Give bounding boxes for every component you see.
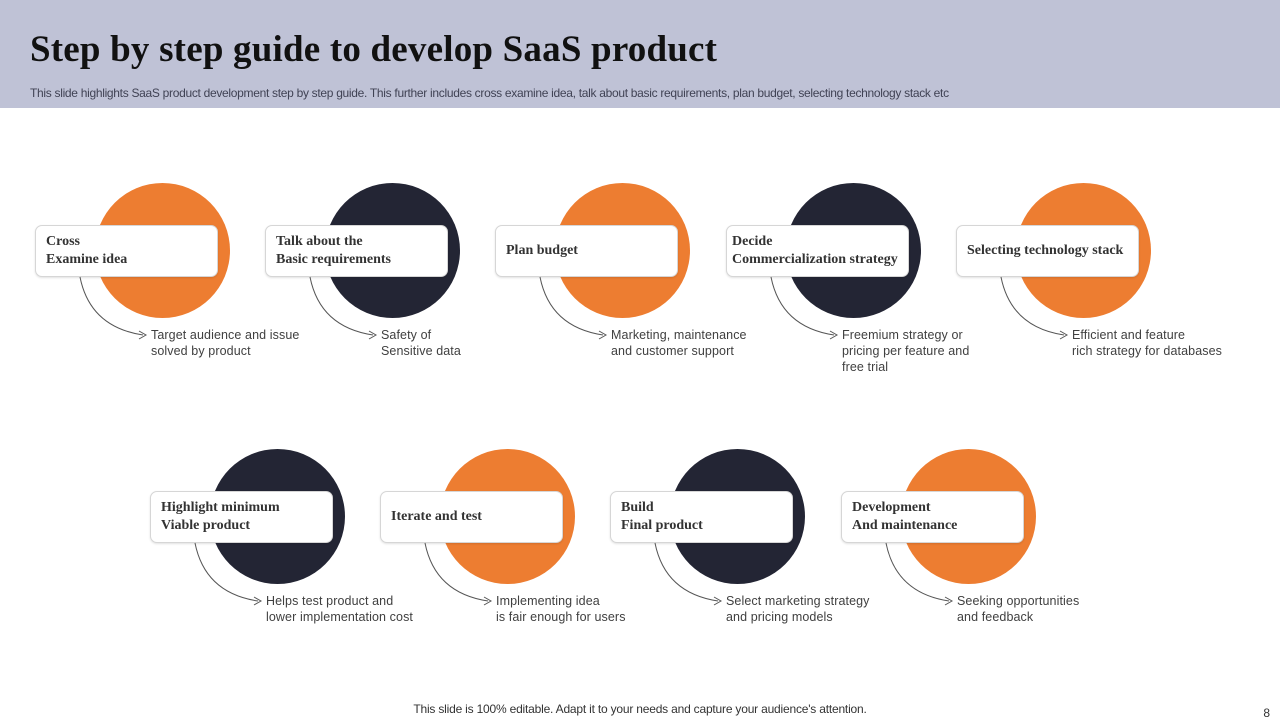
step-2: Talk about the Basic requirements Safety… xyxy=(265,183,485,383)
step-box: Development And maintenance xyxy=(841,491,1024,543)
curved-arrow-icon xyxy=(79,276,148,340)
step-description: Target audience and issue solved by prod… xyxy=(151,328,300,358)
step-description: Marketing, maintenance and customer supp… xyxy=(611,328,747,358)
step-label: Highlight minimum Viable product xyxy=(161,500,280,533)
step-label: Decide Commercialization strategy xyxy=(732,234,898,267)
step-4: Decide Commercialization strategy Freemi… xyxy=(726,183,969,383)
step-box: Selecting technology stack xyxy=(956,225,1139,277)
curved-arrow-icon xyxy=(194,542,263,606)
step-8: Build Final product Select marketing str… xyxy=(610,449,869,649)
curved-arrow-icon xyxy=(770,276,839,340)
page-number: 8 xyxy=(1263,706,1270,720)
slide-header: Step by step guide to develop SaaS produ… xyxy=(0,0,1280,108)
slide-title: Step by step guide to develop SaaS produ… xyxy=(30,29,718,70)
step-description: Helps test product and lower implementat… xyxy=(266,594,414,624)
step-7: Iterate and test Implementing idea is fa… xyxy=(380,449,625,649)
curved-arrow-icon xyxy=(309,276,378,340)
curved-arrow-icon xyxy=(539,276,608,340)
step-6: Highlight minimum Viable product Helps t… xyxy=(150,449,413,649)
step-description: Implementing idea is fair enough for use… xyxy=(496,594,626,624)
step-3: Plan budget Marketing, maintenance and c… xyxy=(495,183,747,383)
curved-arrow-icon xyxy=(654,542,723,606)
curved-arrow-icon xyxy=(885,542,954,606)
step-box: Iterate and test xyxy=(380,491,563,543)
step-description: Efficient and feature rich strategy for … xyxy=(1072,328,1222,358)
curved-arrow-icon xyxy=(1000,276,1069,340)
step-description: Seeking opportunities and feedback xyxy=(957,594,1080,624)
step-label: Build Final product xyxy=(621,500,703,533)
step-box: Build Final product xyxy=(610,491,793,543)
step-box: Talk about the Basic requirements xyxy=(265,225,448,277)
step-box: Cross Examine idea xyxy=(35,225,218,277)
step-label: Talk about the Basic requirements xyxy=(276,234,391,267)
step-label: Cross Examine idea xyxy=(46,234,128,267)
step-label: Development And maintenance xyxy=(852,500,958,533)
step-5: Selecting technology stack Efficient and… xyxy=(956,183,1222,383)
step-box: Plan budget xyxy=(495,225,678,277)
step-label: Selecting technology stack xyxy=(967,243,1124,258)
step-description: Select marketing strategy and pricing mo… xyxy=(726,594,870,624)
step-description: Safety of Sensitive data xyxy=(381,328,461,358)
slide-subtitle: This slide highlights SaaS product devel… xyxy=(30,86,949,100)
step-label: Plan budget xyxy=(506,243,578,258)
step-1: Cross Examine idea Target audience and i… xyxy=(35,183,299,383)
curved-arrow-icon xyxy=(424,542,493,606)
step-box: Decide Commercialization strategy xyxy=(726,225,909,277)
step-box: Highlight minimum Viable product xyxy=(150,491,333,543)
slide-footer: This slide is 100% editable. Adapt it to… xyxy=(413,702,867,716)
step-9: Development And maintenance Seeking oppo… xyxy=(841,449,1079,649)
step-label: Iterate and test xyxy=(391,509,482,524)
step-description: Freemium strategy or pricing per feature… xyxy=(842,328,970,374)
